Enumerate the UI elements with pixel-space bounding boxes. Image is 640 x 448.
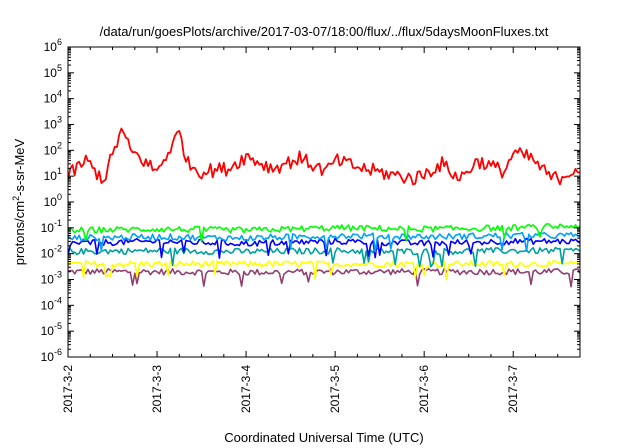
x-tick-label: 2017-3-5 — [328, 365, 342, 413]
y-tick-label: 10-5 — [41, 321, 62, 338]
y-axis: 10-6 10-5 10-4 10-3 10-2 10-1 100 101 102 103 104 1… — [41, 37, 580, 364]
series-line — [68, 231, 580, 253]
series-line — [68, 223, 580, 243]
series-line — [68, 237, 580, 259]
y-tick-label: 104 — [44, 89, 62, 106]
y-tick-label: 10-6 — [41, 347, 62, 364]
x-tick-label: 2017-3-4 — [239, 365, 253, 413]
x-axis-label: Coordinated Universal Time (UTC) — [224, 430, 423, 445]
y-tick-label: 105 — [44, 63, 62, 80]
y-tick-label: 101 — [44, 166, 62, 183]
series-layer — [68, 127, 580, 288]
x-tick-label: 2017-3-7 — [506, 365, 520, 413]
x-tick-label: 2017-3-6 — [417, 365, 431, 413]
series-line — [68, 260, 580, 281]
y-tick-label: 10-1 — [41, 218, 62, 235]
plot-frame — [67, 46, 581, 358]
series-line — [68, 246, 580, 268]
y-axis-label: protons/cm2-s-sr-MeV — [11, 138, 27, 265]
y-axis-label-sup: 2 — [11, 196, 21, 201]
y-tick-label: 10-3 — [41, 270, 62, 287]
x-tick-label: 2017-3-3 — [150, 365, 164, 413]
series-line — [68, 127, 580, 186]
chart-title: /data/run/goesPlots/archive/2017-03-07/1… — [100, 24, 549, 39]
y-tick-label: 103 — [44, 115, 62, 132]
series-line — [68, 267, 580, 288]
y-axis-label-base: protons/cm — [12, 201, 27, 265]
y-axis-label-rest: -s-sr-MeV — [12, 138, 27, 195]
y-tick-label: 100 — [44, 192, 62, 209]
y-tick-label: 10-2 — [41, 244, 62, 261]
x-tick-label: 2017-3-2 — [61, 365, 75, 413]
y-tick-label: 102 — [44, 140, 62, 157]
y-tick-label: 10-4 — [41, 295, 62, 312]
y-tick-label: 106 — [44, 37, 62, 54]
x-axis: 2017-3-2 2017-3-3 2017-3-4 2017-3-5 2017-3-6… — [61, 47, 559, 413]
